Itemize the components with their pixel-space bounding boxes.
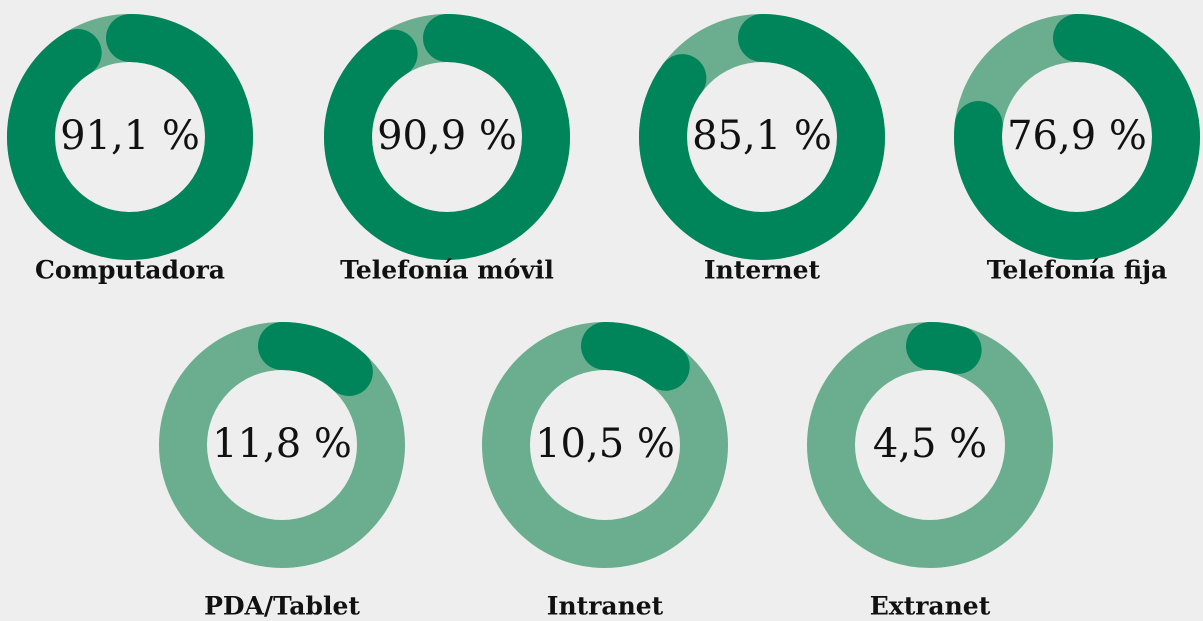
category-label: Computadora xyxy=(35,256,225,285)
donut-arc xyxy=(482,322,728,568)
donut-arc xyxy=(639,14,885,260)
value-label: 11,8 % xyxy=(212,421,352,467)
value-label: 10,5 % xyxy=(535,421,675,467)
category-label: Intranet xyxy=(547,592,664,621)
donut-arc xyxy=(159,322,405,568)
value-label: 4,5 % xyxy=(873,421,987,467)
category-label: Telefonía fija xyxy=(987,256,1167,285)
donut-arc xyxy=(954,14,1200,260)
donut-arc xyxy=(7,14,253,260)
donut-arc xyxy=(324,14,570,260)
value-label: 76,9 % xyxy=(1007,113,1147,159)
category-label: PDA/Tablet xyxy=(204,592,360,621)
value-label: 90,9 % xyxy=(377,113,517,159)
category-label: Telefonía móvil xyxy=(340,256,554,285)
donut-arc xyxy=(807,322,1053,568)
category-label: Internet xyxy=(704,256,821,285)
value-label: 85,1 % xyxy=(692,113,832,159)
category-label: Extranet xyxy=(870,592,991,621)
value-label: 91,1 % xyxy=(60,113,200,159)
